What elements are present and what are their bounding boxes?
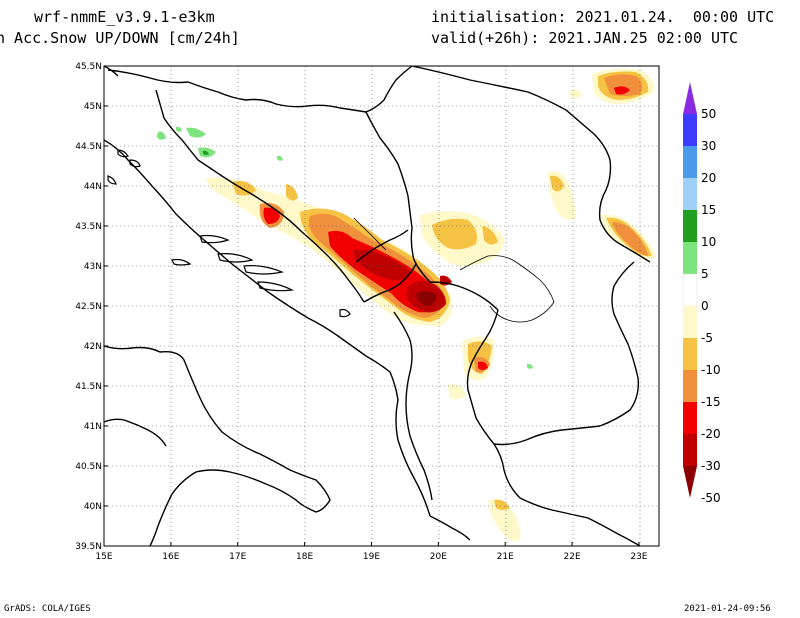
- lat-tick-label: 40.5N: [75, 462, 102, 472]
- colorbar: [682, 82, 698, 498]
- model-title: wrf-nmmE_v3.9.1-e3km: [34, 8, 215, 26]
- colorbar-bottom-arrow: [683, 466, 697, 498]
- borders: [107, 66, 651, 546]
- lon-tick-label: 22E: [564, 552, 581, 562]
- lon-tick-label: 20E: [430, 552, 447, 562]
- credit-text: GrADS: COLA/IGES: [4, 604, 91, 614]
- colorbar-segment: [683, 178, 697, 210]
- lat-tick-label: 45N: [84, 102, 102, 112]
- colorbar-segment: [683, 242, 697, 274]
- lat-tick-label: 44N: [84, 182, 102, 192]
- map-area: [104, 66, 659, 546]
- graticule: [104, 66, 659, 546]
- colorbar-label: 15: [701, 203, 716, 217]
- colorbar-segment: [683, 338, 697, 370]
- lon-tick-label: 23E: [630, 552, 647, 562]
- lat-tick-label: 43N: [84, 262, 102, 272]
- colorbar-segment: [683, 146, 697, 178]
- colorbar-label: 50: [701, 107, 716, 121]
- field-title: h Acc.Snow UP/DOWN [cm/24h]: [0, 29, 240, 47]
- axis-ticks: [103, 65, 640, 547]
- colorbar-label: -10: [701, 363, 721, 377]
- lat-tick-label: 45.5N: [75, 62, 102, 72]
- colorbar-label: -20: [701, 427, 721, 441]
- lat-tick-label: 41.5N: [75, 382, 102, 392]
- lon-tick-label: 21E: [497, 552, 514, 562]
- lat-tick-label: 42N: [84, 342, 102, 352]
- timestamp-text: 2021-01-24-09:56: [684, 604, 771, 614]
- colorbar-label: -30: [701, 459, 721, 473]
- lat-axis-labels: 45.5N 45N 44.5N 44N 43.5N 43N 42.5N 42N 41.5N 41N…: [75, 62, 102, 552]
- lat-tick-label: 41N: [84, 422, 102, 432]
- lon-tick-label: 16E: [162, 552, 179, 562]
- lat-tick-label: 42.5N: [75, 302, 102, 312]
- lon-axis-labels: 15E 16E 17E 18E 19E 20E 21E 22E 23E: [95, 552, 647, 562]
- lon-tick-label: 15E: [95, 552, 112, 562]
- colorbar-segment: [683, 210, 697, 242]
- internal-borders: [353, 217, 555, 323]
- lat-tick-label: 44.5N: [75, 142, 102, 152]
- colorbar-label: -5: [701, 331, 713, 345]
- colorbar-segment: [683, 370, 697, 402]
- lat-tick-label: 40N: [84, 502, 102, 512]
- lat-tick-label: 43.5N: [75, 222, 102, 232]
- colorbar-label: -50: [701, 491, 721, 505]
- lon-tick-label: 19E: [363, 552, 380, 562]
- colorbar-segment: [683, 402, 697, 434]
- colorbar-label: 5: [701, 267, 709, 281]
- colorbar-segment: [683, 434, 697, 466]
- init-time: initialisation: 2021.01.24. 00:00 UTC: [431, 8, 775, 26]
- colorbar-label: 30: [701, 139, 716, 153]
- colorbar-label: 0: [701, 299, 709, 313]
- lon-tick-label: 17E: [229, 552, 246, 562]
- lon-tick-label: 18E: [296, 552, 313, 562]
- colorbar-segment: [682, 273, 698, 307]
- colorbar-segment: [683, 306, 697, 338]
- coastlines: [104, 66, 471, 546]
- valid-time: valid(+26h): 2021.JAN.25 02:00 UTC: [431, 29, 739, 47]
- islands: [107, 149, 351, 318]
- colorbar-label: 10: [701, 235, 716, 249]
- colorbar-segment: [683, 114, 697, 146]
- colorbar-top-arrow: [683, 82, 697, 114]
- colorbar-label: 20: [701, 171, 716, 185]
- lat-tick-label: 39.5N: [75, 542, 102, 552]
- colorbar-label: -15: [701, 395, 721, 409]
